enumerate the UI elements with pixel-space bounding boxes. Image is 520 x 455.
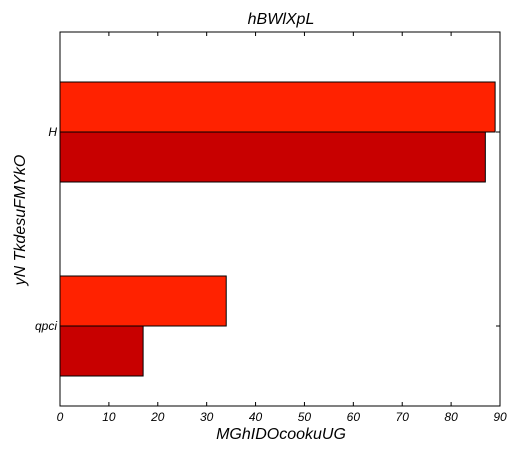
x-tick-label: 30 <box>200 410 214 424</box>
x-tick-label: 40 <box>249 410 263 424</box>
x-tick-label: 20 <box>150 410 165 424</box>
x-tick-label: 70 <box>396 410 410 424</box>
x-axis-label: MGhIDOcookuUG <box>216 426 346 443</box>
y-tick-label-qpci: qpci <box>35 319 57 333</box>
y-axis-label: yN TkdesuFMYkO <box>12 155 29 287</box>
bar-qpci-series-2 <box>59 325 144 377</box>
x-tick-label: 90 <box>493 410 507 424</box>
bar-h-series-2 <box>59 131 486 183</box>
bar-qpci-series-1 <box>59 275 227 327</box>
plot-frame <box>59 31 501 407</box>
bar-h-series-1 <box>59 81 496 133</box>
x-tick-label: 0 <box>57 410 64 424</box>
y-tick-label-h: H <box>48 125 57 139</box>
x-tick-label: 50 <box>298 410 312 424</box>
x-tick-label: 10 <box>102 410 116 424</box>
x-tick-label: 60 <box>347 410 361 424</box>
chart-title: hBWlXpL <box>248 11 315 28</box>
x-tick-label: 80 <box>444 410 458 424</box>
bars-layer <box>59 81 496 377</box>
